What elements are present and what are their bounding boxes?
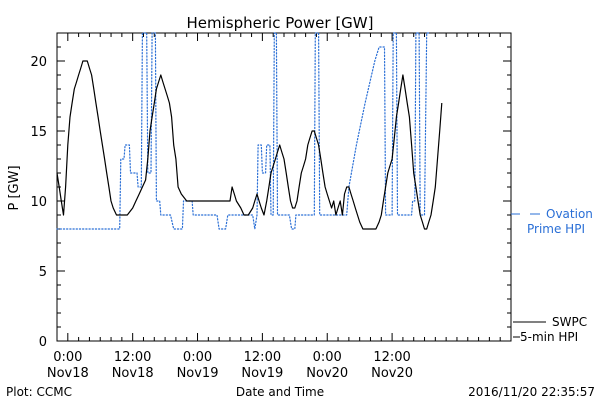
x-tick-time: 12:00 [244,350,281,365]
y-tick-label: 10 [30,195,47,210]
x-tick-time: 0:00 [313,350,342,365]
x-tick-time: 0:00 [183,350,212,365]
x-tick-date: Nov19 [177,366,219,381]
legend-ovation-line1: Ovation [546,207,593,221]
series-line-swpc [56,60,443,230]
x-tick-time: 12:00 [114,350,151,365]
y-tick-label: 5 [39,265,47,280]
x-tick-time: 0:00 [53,350,82,365]
legend-ovation: Ovation Prime HPI [511,207,593,236]
series-layer [56,32,443,230]
legend-swpc-line2-text: 5-min HPI [520,330,578,344]
x-tick-date: Nov18 [47,366,89,381]
footer-plot-source: Plot: CCMC [6,385,72,399]
y-tick-label: 15 [30,125,47,140]
x-tick-time: 12:00 [373,350,410,365]
y-axis-label: P [GW] [7,165,22,210]
plot-frame [56,32,512,342]
legend-swpc: SWPC 5-min HPI [513,315,587,344]
x-axis: 0:00Nov1812:00Nov180:00Nov1912:00Nov190:… [47,33,512,381]
x-tick-date: Nov20 [306,366,348,381]
x-tick-date: Nov18 [112,366,154,381]
x-tick-date: Nov19 [241,366,283,381]
x-axis-label: Date and Time [236,385,324,399]
series-line-ovation [56,32,430,230]
x-tick-date: Nov20 [371,366,413,381]
footer-timestamp: 2016/11/20 22:35:57 [468,385,595,399]
legend-swpc-line1: SWPC [552,315,587,329]
y-tick-label: 20 [30,55,47,70]
chart-title: Hemispheric Power [GW] [187,14,374,32]
legend-ovation-line2: Prime HPI [527,222,585,236]
y-tick-label: 0 [39,335,47,350]
